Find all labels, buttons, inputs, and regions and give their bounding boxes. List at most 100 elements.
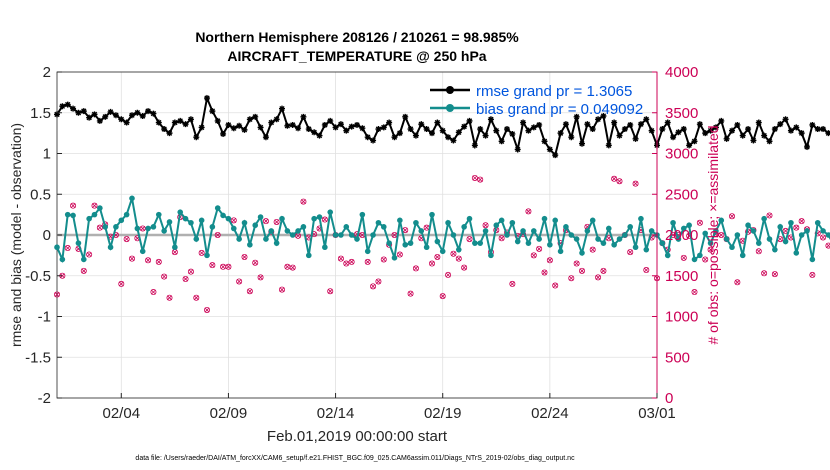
bias-point	[391, 255, 398, 261]
rmse-point	[161, 126, 168, 133]
rmse-point	[118, 116, 125, 123]
rmse-point	[70, 105, 77, 112]
bias-point	[155, 211, 162, 218]
rmse-point	[546, 146, 553, 153]
rmse-point	[696, 121, 703, 128]
rmse-point	[627, 121, 634, 128]
rmse-point	[777, 121, 784, 128]
obs-possible-marker	[509, 280, 516, 287]
obs-assimilated-marker	[54, 292, 60, 297]
obs-possible-marker	[530, 252, 537, 259]
bias-point	[680, 225, 687, 232]
obs-possible-marker	[150, 289, 157, 296]
obs-possible-marker	[198, 249, 205, 256]
bias-point	[397, 217, 403, 224]
bias-point	[230, 225, 237, 232]
right-tick-label: 0	[665, 390, 673, 407]
obs-assimilated-marker	[140, 225, 146, 231]
bias-point	[80, 256, 87, 263]
rmse-point	[600, 113, 607, 120]
obs-possible-marker	[579, 267, 586, 274]
rmse-point	[80, 108, 87, 115]
rmse-point	[579, 140, 585, 147]
obs-possible-marker	[230, 217, 237, 224]
obs-assimilated-marker	[413, 265, 419, 271]
obs-possible-marker	[337, 255, 344, 262]
obs-possible-marker	[589, 246, 596, 253]
obs-possible-marker	[214, 231, 221, 238]
bias-point	[686, 222, 692, 229]
x-tick-label: 02/24	[531, 405, 569, 422]
obs-assimilated-marker	[681, 255, 687, 261]
rmse-point	[332, 124, 339, 131]
rmse-point	[204, 95, 210, 102]
obs-possible-marker	[428, 260, 435, 267]
bias-point	[359, 211, 366, 218]
obs-assimilated-marker	[579, 268, 585, 274]
obs-possible-marker	[262, 218, 269, 225]
bias-point	[697, 252, 703, 259]
rmse-point	[557, 130, 564, 137]
rmse-point	[182, 121, 189, 128]
obs-possible-marker	[680, 254, 687, 261]
rmse-point	[311, 129, 318, 136]
obs-possible-marker	[611, 175, 618, 182]
obs-assimilated-marker	[734, 279, 740, 285]
obs-assimilated-marker	[472, 175, 478, 181]
bias-point	[300, 224, 307, 230]
obs-possible-marker	[123, 236, 130, 243]
right-tick-label: 4000	[665, 64, 698, 81]
bias-point	[734, 232, 741, 238]
bias-point	[718, 217, 725, 224]
rmse-point	[193, 134, 200, 141]
rmse-point	[461, 123, 468, 130]
bias-point	[670, 219, 676, 226]
obs-assimilated-marker	[263, 218, 269, 224]
rmse-point	[209, 108, 216, 115]
bias-point	[573, 236, 580, 242]
bias-point	[273, 240, 280, 246]
obs-assimilated-marker	[408, 291, 414, 297]
rmse-point	[123, 119, 130, 126]
rmse-point	[804, 143, 810, 150]
obs-possible-marker	[86, 251, 93, 258]
obs-possible-marker	[321, 216, 328, 223]
bias-point	[750, 228, 757, 234]
bias-point	[386, 240, 392, 246]
obs-assimilated-marker	[65, 245, 71, 251]
obs-assimilated-marker	[97, 225, 103, 231]
obs-assimilated-marker	[124, 236, 130, 242]
obs-assimilated-marker	[445, 272, 451, 278]
obs-assimilated-marker	[274, 219, 280, 225]
rmse-point	[112, 112, 119, 119]
obs-assimilated-marker	[702, 256, 708, 262]
obs-assimilated-marker	[708, 247, 714, 253]
bias-point	[177, 209, 184, 215]
rmse-point	[246, 116, 253, 123]
rmse-point	[718, 117, 725, 124]
bias-point	[798, 232, 805, 238]
rmse-point	[295, 125, 302, 132]
obs-possible-marker	[96, 224, 103, 231]
bias-point	[118, 217, 125, 224]
obs-assimilated-marker	[129, 256, 135, 262]
obs-possible-marker	[412, 265, 419, 272]
bias-point	[305, 252, 312, 259]
obs-possible-marker	[434, 254, 441, 261]
obs-assimilated-marker	[258, 274, 264, 280]
left-tick-label: -1	[38, 309, 51, 326]
obs-possible-marker	[91, 202, 98, 209]
obs-possible-marker	[370, 283, 377, 290]
obs-assimilated-marker	[793, 225, 799, 231]
obs-possible-marker	[696, 219, 703, 226]
left-tick-label: 0.5	[30, 186, 51, 203]
obs-possible-marker	[445, 271, 452, 278]
bias-point	[434, 238, 441, 245]
obs-assimilated-marker	[188, 269, 194, 275]
rmse-point	[648, 127, 655, 134]
bias-point	[145, 225, 151, 232]
bias-point	[172, 244, 178, 251]
rmse-point	[343, 127, 350, 134]
bias-point	[204, 252, 210, 259]
bias-point	[332, 232, 339, 238]
